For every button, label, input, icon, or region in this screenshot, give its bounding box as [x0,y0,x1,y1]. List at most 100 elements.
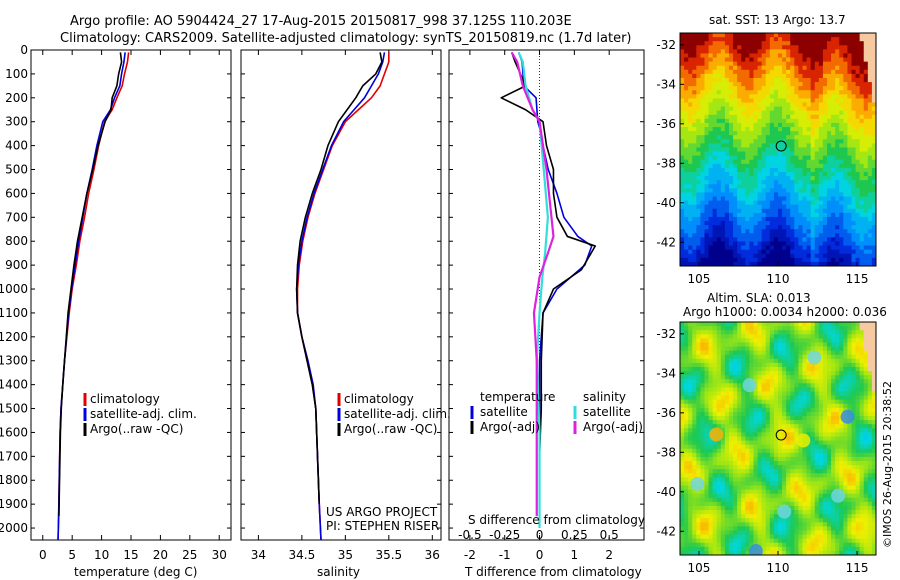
map-cell [818,481,824,487]
map-cell [831,65,836,71]
map-cell [745,180,751,185]
map-cell [684,37,689,42]
map-cell [716,481,722,487]
map-cell [810,180,816,185]
map-cell [745,82,751,87]
map-cell [745,61,751,67]
map-cell [757,424,763,429]
map-cell [871,139,876,144]
map-cell [741,436,746,442]
map-cell [704,403,710,409]
map-cell [741,485,746,491]
map-cell [733,257,738,263]
map-cell [782,366,787,372]
map-cell [790,61,795,67]
map-cell [778,131,783,136]
map-cell [737,420,742,425]
map-cell [680,440,685,446]
map-cell [753,131,759,136]
map-cell [700,354,706,360]
map-cell [794,342,800,348]
map-cell [720,514,726,519]
map-cell [778,216,783,222]
map-cell [708,37,714,42]
map-cell [822,45,828,50]
map-cell [688,350,693,356]
map-cell [692,49,697,55]
map-cell [831,41,836,46]
map-cell [863,61,869,67]
map-cell [724,505,730,511]
map-cell [716,77,722,83]
map-cell [708,102,714,108]
map-cell [688,538,693,544]
map-cell [708,387,714,393]
map-cell [733,338,738,344]
map-cell [778,432,783,438]
map-cell [704,350,710,356]
map-cell [818,350,824,356]
map-cell [814,448,820,454]
map-cell [790,106,795,112]
map-cell [724,98,730,104]
map-cell [753,432,759,438]
map-cell [843,53,849,59]
map-cell [794,143,800,149]
map-cell [720,444,726,450]
map-cell [712,139,718,144]
map-cell [729,497,734,503]
map-cell [839,233,844,238]
map-cell [802,33,808,38]
map-cell [680,241,685,247]
map-cell [704,358,710,364]
map-cell [806,200,812,206]
map-cell [716,391,722,397]
map-cell [741,167,746,173]
map-cell [684,469,689,474]
map-cell [704,383,710,389]
map-cell [688,322,693,327]
map-cell [802,399,808,405]
map-cell [733,180,738,185]
map-cell [757,171,763,177]
map-cell [753,53,759,59]
map-cell [753,196,759,202]
map-cell [757,216,763,222]
map-cell [814,326,820,331]
map-cell [700,45,706,50]
map-cell [806,489,812,495]
map-cell [814,147,820,153]
map-cell [712,444,718,450]
map-cell [684,45,689,50]
map-cell [708,546,714,552]
map-cell [839,57,844,63]
map-cell [729,526,734,532]
map-cell [700,61,706,67]
map-cell [790,371,795,376]
map-cell [769,456,775,462]
map-cell [724,77,730,83]
map-cell [696,216,702,222]
map-cell [855,73,861,79]
map-cell [749,151,755,157]
map-cell [831,167,836,173]
map-cell [773,200,779,206]
map-cell [761,131,767,136]
map-cell [733,110,738,116]
map-cell [741,106,746,112]
map-cell [843,61,849,67]
map-cell [859,196,865,202]
map-cell [692,151,697,157]
map-cell [700,163,706,169]
map-cell [794,73,800,79]
land-cell [863,53,869,59]
map-cell [712,237,718,243]
map-cell [847,200,853,206]
map-cell [696,33,702,38]
map-cell [790,192,795,198]
map-cell [863,163,869,169]
map-cell [716,440,722,446]
map-cell [680,188,685,194]
map-cell [753,135,759,140]
map-cell [806,249,812,255]
